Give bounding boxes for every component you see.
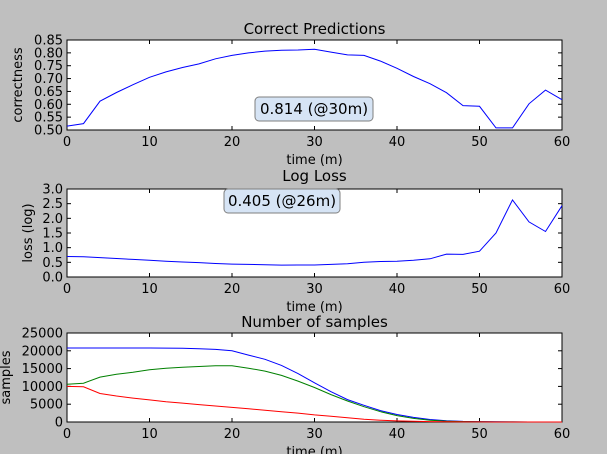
x-tick-label: 0 — [63, 427, 71, 442]
y-tick-label: 0.55 — [34, 111, 63, 126]
y-axis-label: loss (log) — [21, 203, 36, 262]
x-tick-label: 20 — [224, 282, 241, 297]
y-tick-label: 0.70 — [34, 72, 63, 87]
x-axis-label: time (m) — [286, 153, 342, 168]
y-tick-label: 1.0 — [42, 241, 63, 256]
x-tick-label: 40 — [389, 427, 406, 442]
x-tick-label: 30 — [306, 427, 323, 442]
y-tick-label: 20000 — [22, 344, 63, 359]
y-tick-label: 2.0 — [42, 212, 63, 227]
x-axis-label: time (m) — [286, 300, 342, 315]
y-tick-label: 0 — [55, 416, 63, 431]
y-tick-label: 10000 — [22, 380, 63, 395]
y-tick-label: 0.5 — [42, 256, 63, 271]
chart-title: Number of samples — [241, 313, 388, 331]
x-tick-label: 60 — [554, 135, 571, 150]
x-tick-label: 60 — [554, 427, 571, 442]
y-axis-label: samples — [0, 350, 14, 404]
y-tick-label: 0.65 — [34, 85, 63, 100]
y-tick-label: 25000 — [22, 327, 63, 342]
x-tick-label: 60 — [554, 282, 571, 297]
x-tick-label: 10 — [141, 135, 158, 150]
y-tick-label: 15000 — [22, 362, 63, 377]
y-tick-label: 3.0 — [42, 183, 63, 198]
y-tick-label: 0.80 — [34, 46, 63, 61]
y-tick-label: 1.5 — [42, 227, 63, 242]
annotation-box — [223, 188, 341, 214]
x-tick-label: 10 — [141, 282, 158, 297]
chart-panel-0: Correct Predictions 0 10 20 30 40 50 60 0.500.55… — [11, 20, 570, 168]
annotation-text: 0.405 (@26m) — [228, 192, 336, 210]
y-tick-label: 0.75 — [34, 59, 63, 74]
chart-title: Correct Predictions — [244, 20, 386, 38]
y-tick-label: 0.85 — [34, 34, 63, 49]
x-axis-label: time (m) — [286, 445, 342, 454]
y-tick-label: 0.60 — [34, 98, 63, 113]
y-tick-label: 5000 — [30, 398, 63, 413]
y-axis-label: correctness — [11, 47, 26, 123]
annotation-box — [254, 96, 374, 122]
x-tick-label: 0 — [63, 135, 71, 150]
y-tick-label: 0.0 — [42, 271, 63, 286]
x-tick-label: 30 — [306, 282, 323, 297]
x-tick-label: 40 — [389, 135, 406, 150]
chart-title: Log Loss — [282, 167, 347, 185]
x-tick-label: 0 — [63, 282, 71, 297]
x-tick-label: 10 — [141, 427, 158, 442]
x-tick-label: 20 — [224, 427, 241, 442]
x-tick-label: 50 — [471, 427, 488, 442]
annotation-text: 0.814 (@30m) — [260, 100, 368, 118]
x-tick-label: 20 — [224, 135, 241, 150]
y-tick-label: 2.5 — [42, 197, 63, 212]
chart-panel-1: Log Loss 0 10 20 30 40 50 60 0.00.51.01.52.02.53… — [21, 167, 570, 315]
y-tick-label: 0.50 — [34, 124, 63, 139]
plot-area — [66, 332, 563, 423]
x-tick-label: 30 — [306, 135, 323, 150]
x-tick-label: 50 — [471, 135, 488, 150]
x-tick-label: 50 — [471, 282, 488, 297]
x-tick-label: 40 — [389, 282, 406, 297]
